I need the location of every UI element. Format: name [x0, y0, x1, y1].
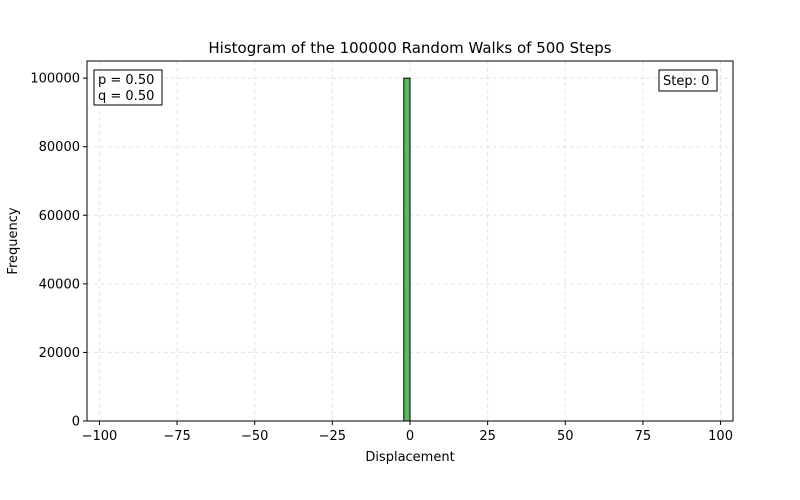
y-tick-label: 80000 [39, 140, 80, 155]
x-tick-label: −25 [319, 429, 346, 444]
y-axis-label: Frequency [6, 207, 21, 274]
x-tick-label: 0 [406, 429, 414, 444]
y-tick-label: 40000 [39, 277, 80, 292]
y-tick-label: 0 [72, 415, 80, 430]
params-annotation: p = 0.50 q = 0.50 [93, 69, 163, 106]
chart-title: Histogram of the 100000 Random Walks of … [208, 39, 611, 57]
x-tick-label: 25 [479, 429, 496, 444]
y-tick-label: 100000 [30, 72, 80, 87]
params-box [93, 69, 163, 106]
histogram-bar [403, 77, 411, 422]
x-tick-label: 50 [557, 429, 574, 444]
x-tick-label: −75 [163, 429, 190, 444]
x-tick-label: −50 [241, 429, 268, 444]
y-axis-ticks: 0 20000 40000 60000 80000 100000 [30, 72, 87, 430]
x-tick-label: −100 [82, 429, 118, 444]
step-box [658, 69, 718, 92]
bars [403, 77, 411, 422]
x-axis-label: Displacement [365, 450, 454, 465]
x-tick-label: 100 [708, 429, 733, 444]
param-p-label: p = 0.50 [98, 73, 154, 88]
x-tick-label: 75 [635, 429, 652, 444]
step-label: Step: 0 [663, 74, 709, 89]
step-annotation: Step: 0 [658, 69, 718, 92]
y-tick-label: 20000 [39, 346, 80, 361]
x-axis-ticks: −100 −75 −50 −25 0 25 50 75 100 [82, 421, 733, 444]
y-tick-label: 60000 [39, 209, 80, 224]
param-q-label: q = 0.50 [98, 89, 154, 104]
